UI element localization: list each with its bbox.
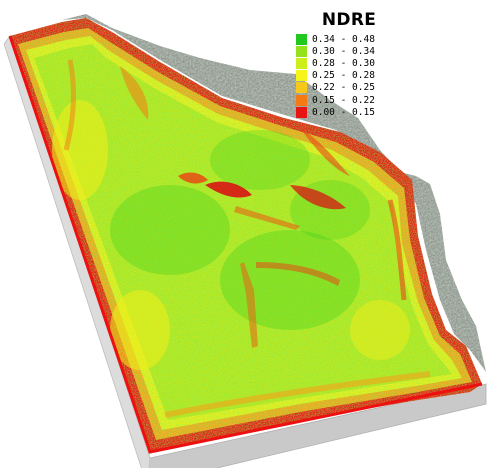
legend-label: 0.22 - 0.25 [312,82,375,94]
forest-terrain [62,14,486,372]
legend-entry: 0.00 - 0.15 [296,106,396,118]
legend-label: 0.30 - 0.34 [312,45,375,57]
legend-swatch [296,57,307,69]
legend-label: 0.25 - 0.28 [312,70,375,82]
legend-label: 0.34 - 0.48 [312,33,375,45]
legend-label: 0.28 - 0.30 [312,57,375,69]
legend-swatch [296,106,307,118]
legend-swatch [296,70,307,82]
legend-swatch [296,45,307,57]
legend-swatch [296,94,307,106]
legend-label: 0.15 - 0.22 [312,94,375,106]
legend-entry: 0.25 - 0.28 [296,70,396,82]
legend-entry: 0.28 - 0.30 [296,57,396,69]
legend-title: NDRE [321,10,377,30]
legend-entry: 0.30 - 0.34 [296,45,396,57]
legend-entry: 0.15 - 0.22 [296,94,396,106]
legend-label: 0.00 - 0.15 [312,106,375,118]
legend-entry: 0.34 - 0.48 [296,33,396,45]
legend-swatch [296,82,307,94]
legend-entry: 0.22 - 0.25 [296,82,396,94]
ndre-legend: NDRE 0.34 - 0.48 0.30 - 0.34 0.28 - 0.30 0.… [296,10,396,118]
legend-entries: 0.34 - 0.48 0.30 - 0.34 0.28 - 0.30 0.25 - … [296,33,396,118]
legend-swatch [296,33,307,45]
